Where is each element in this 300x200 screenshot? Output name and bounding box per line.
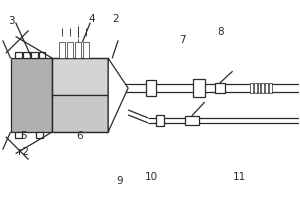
Text: 7: 7: [179, 35, 186, 45]
Bar: [250, 83, 253, 93]
Polygon shape: [52, 95, 108, 132]
Text: 4: 4: [88, 14, 95, 24]
Bar: [266, 83, 268, 93]
Bar: [146, 80, 156, 96]
Bar: [52, 58, 108, 132]
Bar: [15, 52, 22, 58]
Bar: [68, 42, 74, 58]
Bar: [35, 132, 43, 138]
Bar: [15, 132, 22, 138]
Bar: [269, 83, 272, 93]
Text: 3: 3: [8, 16, 14, 26]
Bar: [254, 83, 256, 93]
Bar: [11, 58, 52, 132]
Polygon shape: [108, 58, 128, 132]
Bar: [59, 42, 65, 58]
Text: 10: 10: [145, 172, 158, 182]
Bar: [193, 79, 205, 97]
Text: r2: r2: [18, 147, 28, 157]
Bar: [38, 52, 46, 58]
Text: 5: 5: [20, 131, 26, 141]
Bar: [22, 52, 30, 58]
Text: 11: 11: [233, 172, 246, 182]
Bar: [185, 116, 199, 125]
Bar: [75, 42, 81, 58]
Bar: [83, 42, 89, 58]
Text: 2: 2: [112, 14, 119, 24]
Bar: [215, 83, 225, 93]
Text: 6: 6: [76, 131, 83, 141]
Bar: [31, 52, 38, 58]
Bar: [257, 83, 260, 93]
Text: 8: 8: [217, 27, 224, 37]
Polygon shape: [52, 58, 108, 95]
Bar: [156, 115, 164, 126]
Text: 9: 9: [117, 176, 124, 186]
Bar: [262, 83, 265, 93]
